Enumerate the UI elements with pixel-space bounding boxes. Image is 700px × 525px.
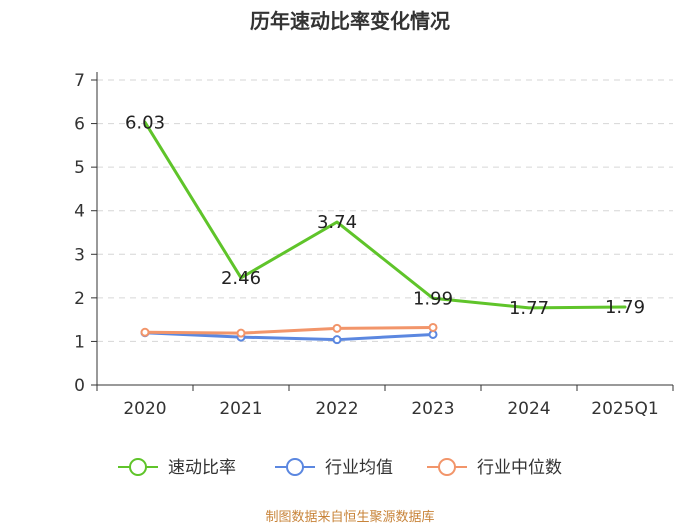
y-tick-label: 5 [74, 158, 85, 178]
data-labels: 6.03 2.46 3.74 1.99 1.77 1.79 [125, 112, 645, 319]
grid [97, 79, 673, 342]
y-tick-label: 0 [74, 376, 85, 396]
data-label: 2.46 [221, 268, 261, 289]
x-tick-label: 2022 [315, 399, 358, 419]
x-tick-label: 2020 [123, 399, 166, 419]
y-tick-label: 7 [74, 71, 85, 91]
legend-item-2: 行业中位数 [427, 458, 562, 478]
series-line [143, 331, 435, 342]
legend-label: 行业均值 [325, 458, 393, 478]
y-tick-label: 4 [74, 202, 85, 222]
y-tick-label: 2 [74, 289, 85, 309]
data-label: 1.99 [413, 288, 453, 309]
data-label: 6.03 [125, 112, 165, 133]
series-2 [140, 322, 438, 338]
x-tick-label: 2021 [219, 399, 262, 419]
series-line [143, 120, 627, 310]
y-tick-label: 1 [74, 332, 85, 352]
data-point [428, 322, 438, 332]
legend-marker [438, 458, 456, 476]
y-tick-label: 3 [74, 245, 85, 265]
series-line [143, 325, 435, 335]
chart-title: 历年速动比率变化情况 [250, 9, 450, 33]
x-tick-label: 2023 [411, 399, 454, 419]
legend-label: 行业中位数 [477, 458, 562, 478]
data-label: 1.79 [605, 297, 645, 318]
legend-marker [286, 458, 304, 476]
data-point [332, 323, 342, 333]
x-tick-label: 2024 [507, 399, 550, 419]
legend: 速动比率 行业均值 行业中位数 [118, 458, 562, 478]
data-point [332, 335, 342, 345]
data-point [236, 328, 246, 338]
series-layer [140, 120, 627, 345]
y-tick-label: 6 [74, 115, 85, 135]
legend-label: 速动比率 [168, 458, 236, 478]
data-label: 3.74 [317, 212, 357, 233]
series-0 [143, 120, 627, 310]
legend-item-0: 速动比率 [118, 458, 236, 478]
source-note: 制图数据来自恒生聚源数据库 [265, 509, 434, 525]
data-point [428, 329, 438, 339]
data-label: 1.77 [509, 298, 549, 319]
legend-item-1: 行业均值 [275, 458, 393, 478]
x-tick-label: 2025Q1 [591, 399, 658, 419]
legend-marker [129, 458, 147, 476]
axes: 0 1 2 3 4 5 6 7 2020 2021 2022 2023 2024 2025Q1 [74, 71, 674, 419]
data-point [140, 327, 150, 337]
